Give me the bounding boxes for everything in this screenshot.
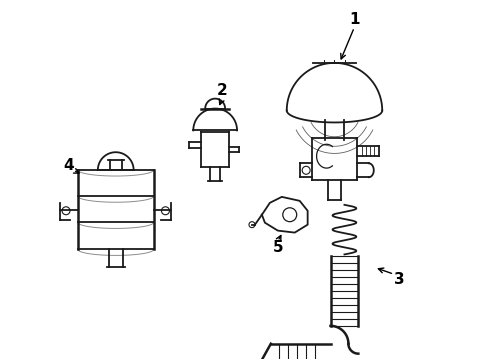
Text: 3: 3 bbox=[394, 272, 404, 287]
Text: 2: 2 bbox=[217, 83, 227, 98]
Text: 1: 1 bbox=[349, 12, 360, 27]
Text: 5: 5 bbox=[272, 240, 283, 255]
Text: 4: 4 bbox=[64, 158, 74, 172]
